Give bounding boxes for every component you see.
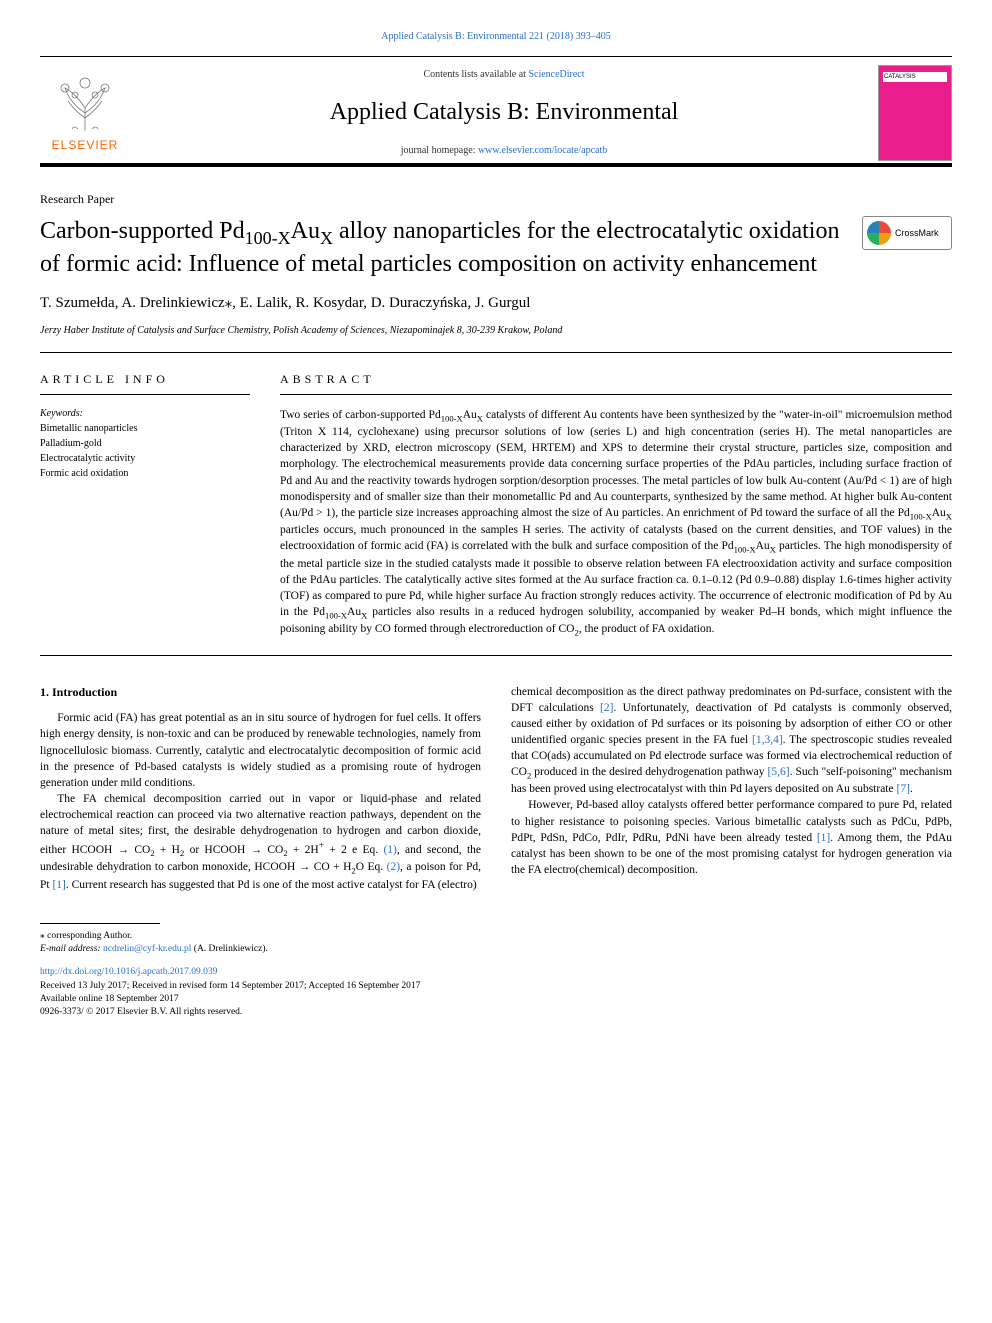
online-date: Available online 18 September 2017 bbox=[40, 994, 179, 1004]
contents-prefix: Contents lists available at bbox=[423, 69, 528, 80]
homepage-link[interactable]: www.elsevier.com/locate/apcatb bbox=[478, 145, 607, 156]
body-paragraph: However, Pd-based alloy catalysts offere… bbox=[511, 797, 952, 877]
crossmark-label: CrossMark bbox=[895, 227, 939, 240]
cover-label: CATALYSIS bbox=[884, 73, 916, 81]
keyword-item: Palladium-gold bbox=[40, 436, 250, 451]
keyword-item: Electrocatalytic activity bbox=[40, 451, 250, 466]
citation-header: Applied Catalysis B: Environmental 221 (… bbox=[40, 30, 952, 44]
journal-name: Applied Catalysis B: Environmental bbox=[130, 96, 878, 130]
citation-link[interactable]: Applied Catalysis B: Environmental 221 (… bbox=[381, 31, 610, 42]
keyword-item: Bimetallic nanoparticles bbox=[40, 421, 250, 436]
doi-link[interactable]: http://dx.doi.org/10.1016/j.apcatb.2017.… bbox=[40, 967, 217, 977]
elsevier-tree-icon bbox=[50, 73, 120, 133]
crossmark-icon bbox=[867, 221, 891, 245]
email-label: E-mail address: bbox=[40, 944, 103, 954]
keywords-list: Bimetallic nanoparticles Palladium-gold … bbox=[40, 421, 250, 481]
affiliation: Jerzy Haber Institute of Catalysis and S… bbox=[40, 324, 952, 338]
sciencedirect-link[interactable]: ScienceDirect bbox=[528, 69, 584, 80]
doi-block: http://dx.doi.org/10.1016/j.apcatb.2017.… bbox=[40, 966, 952, 1019]
journal-header: ELSEVIER Contents lists available at Sci… bbox=[40, 56, 952, 167]
article-info-column: ARTICLE INFO Keywords: Bimetallic nanopa… bbox=[40, 371, 250, 654]
received-dates: Received 13 July 2017; Received in revis… bbox=[40, 981, 420, 991]
copyright: 0926-3373/ © 2017 Elsevier B.V. All righ… bbox=[40, 1007, 242, 1017]
publisher-logo: ELSEVIER bbox=[40, 63, 130, 163]
abstract-heading: ABSTRACT bbox=[280, 371, 952, 395]
intro-heading: 1. Introduction bbox=[40, 684, 481, 701]
body-paragraph: The FA chemical decomposition carried ou… bbox=[40, 791, 481, 893]
article-info-heading: ARTICLE INFO bbox=[40, 371, 250, 395]
header-center: Contents lists available at ScienceDirec… bbox=[130, 68, 878, 158]
contents-line: Contents lists available at ScienceDirec… bbox=[130, 68, 878, 82]
footnotes: ⁎ corresponding Author. E-mail address: … bbox=[40, 930, 952, 957]
homepage-line: journal homepage: www.elsevier.com/locat… bbox=[130, 144, 878, 158]
body-paragraph: chemical decomposition as the direct pat… bbox=[511, 684, 952, 798]
keywords-label: Keywords: bbox=[40, 407, 250, 421]
homepage-prefix: journal homepage: bbox=[401, 145, 478, 156]
publisher-name: ELSEVIER bbox=[52, 137, 119, 154]
crossmark-badge[interactable]: CrossMark bbox=[862, 216, 952, 250]
journal-cover-thumbnail: CATALYSIS bbox=[878, 65, 952, 161]
authors: T. Szumełda, A. Drelinkiewicz⁎, E. Lalik… bbox=[40, 293, 952, 314]
abstract-text: Two series of carbon-supported Pd100-XAu… bbox=[280, 407, 952, 639]
abstract-column: ABSTRACT Two series of carbon-supported … bbox=[280, 371, 952, 654]
email-line: E-mail address: ncdrelin@cyf-kr.edu.pl (… bbox=[40, 943, 952, 956]
keyword-item: Formic acid oxidation bbox=[40, 466, 250, 481]
article-type: Research Paper bbox=[40, 191, 952, 208]
article-title: Carbon-supported Pd100-XAuX alloy nanopa… bbox=[40, 216, 842, 279]
email-link[interactable]: ncdrelin@cyf-kr.edu.pl bbox=[103, 944, 191, 954]
body-paragraph: Formic acid (FA) has great potential as … bbox=[40, 710, 481, 790]
corresponding-author: ⁎ corresponding Author. bbox=[40, 930, 952, 943]
body-section: 1. Introduction Formic acid (FA) has gre… bbox=[40, 684, 952, 893]
email-suffix: (A. Drelinkiewicz). bbox=[191, 944, 268, 954]
